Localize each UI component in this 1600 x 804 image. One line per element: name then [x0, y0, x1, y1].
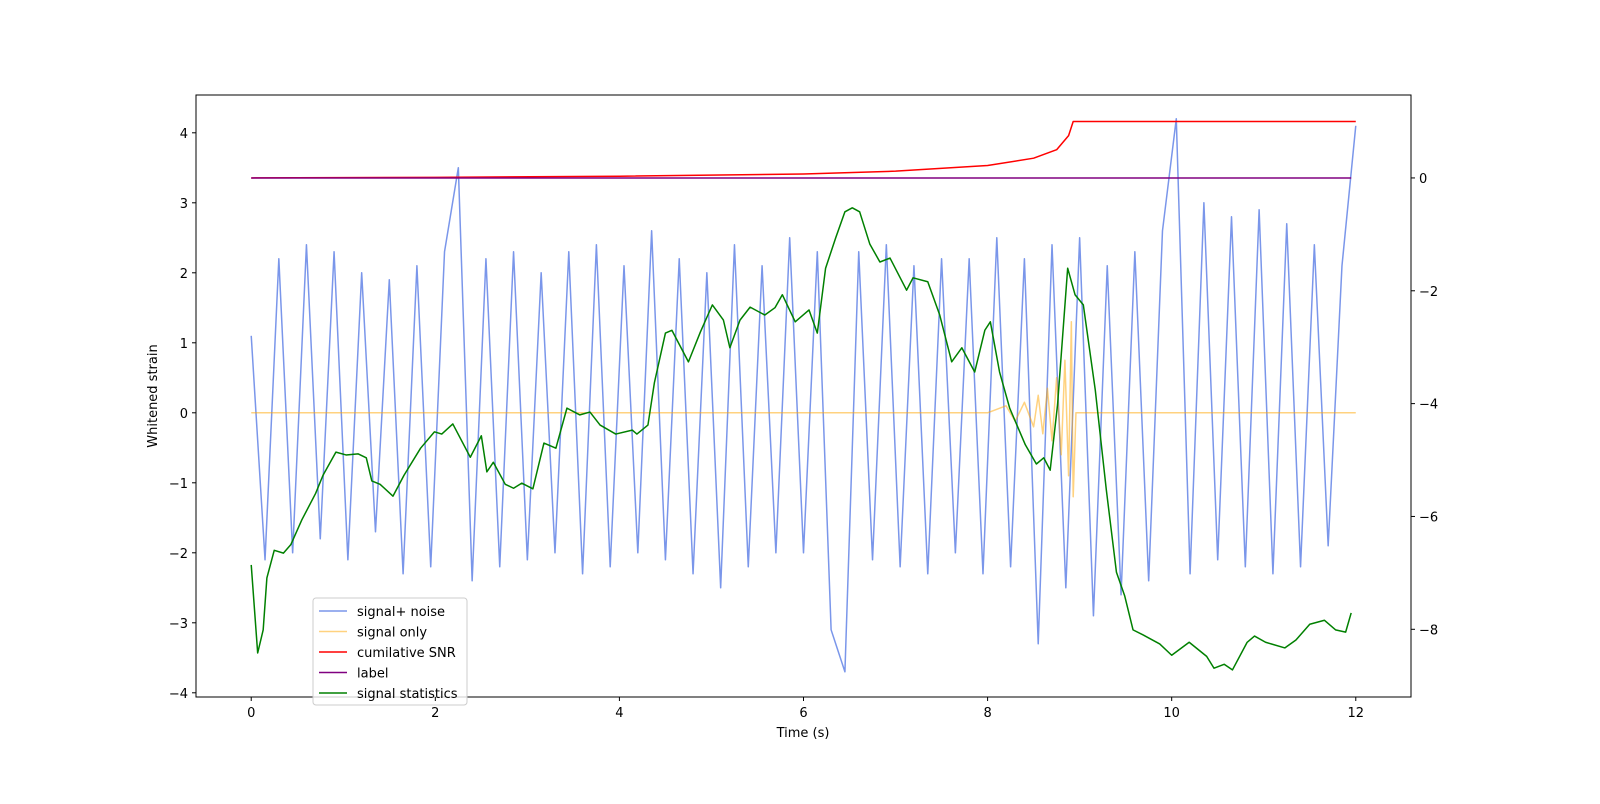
y-tick-label: 2: [180, 267, 188, 282]
y2-tick-label: −6: [1419, 510, 1438, 525]
series-line: [250, 207, 1352, 671]
x-tick-label: 4: [615, 706, 623, 721]
y2-tick-label: −8: [1419, 623, 1438, 638]
series-line: [250, 118, 1357, 673]
y-tick-label: 1: [180, 337, 188, 352]
x-tick-label: 8: [983, 706, 991, 721]
y-tick-label: −2: [169, 547, 188, 562]
legend-label: cumilative SNR: [357, 646, 456, 661]
y2-tick-label: 0: [1419, 172, 1427, 187]
series-line: [251, 120, 1356, 179]
legend-label: signal statistics: [357, 687, 458, 702]
plot-area: [196, 95, 1411, 697]
legend-label: signal+ noise: [357, 605, 445, 620]
x-tick-label: 2: [431, 706, 439, 721]
y-tick-label: 3: [180, 197, 188, 212]
legend: signal+ noise signal only cumilative SNR la…: [312, 597, 468, 706]
x-axis-label: Time (s): [776, 726, 830, 741]
y-tick-label: −3: [169, 617, 188, 632]
y-axis-label: Whitened strain: [146, 344, 161, 447]
x-tick-label: 12: [1347, 706, 1364, 721]
x-tick-label: 6: [799, 706, 807, 721]
legend-label: label: [357, 667, 388, 682]
series-line: [251, 321, 1356, 498]
legend-label: signal only: [357, 626, 427, 641]
y2-tick-label: −4: [1419, 398, 1438, 413]
y-tick-label: 4: [180, 127, 188, 142]
plot: [250, 118, 1357, 673]
y-tick-label: −1: [169, 477, 188, 492]
x-tick-label: 10: [1163, 706, 1180, 721]
y-tick-label: −4: [169, 687, 188, 702]
x-tick-label: 0: [247, 706, 255, 721]
y2-tick-label: −2: [1419, 285, 1438, 300]
legend-box: [312, 597, 468, 706]
y-tick-label: 0: [180, 407, 188, 422]
